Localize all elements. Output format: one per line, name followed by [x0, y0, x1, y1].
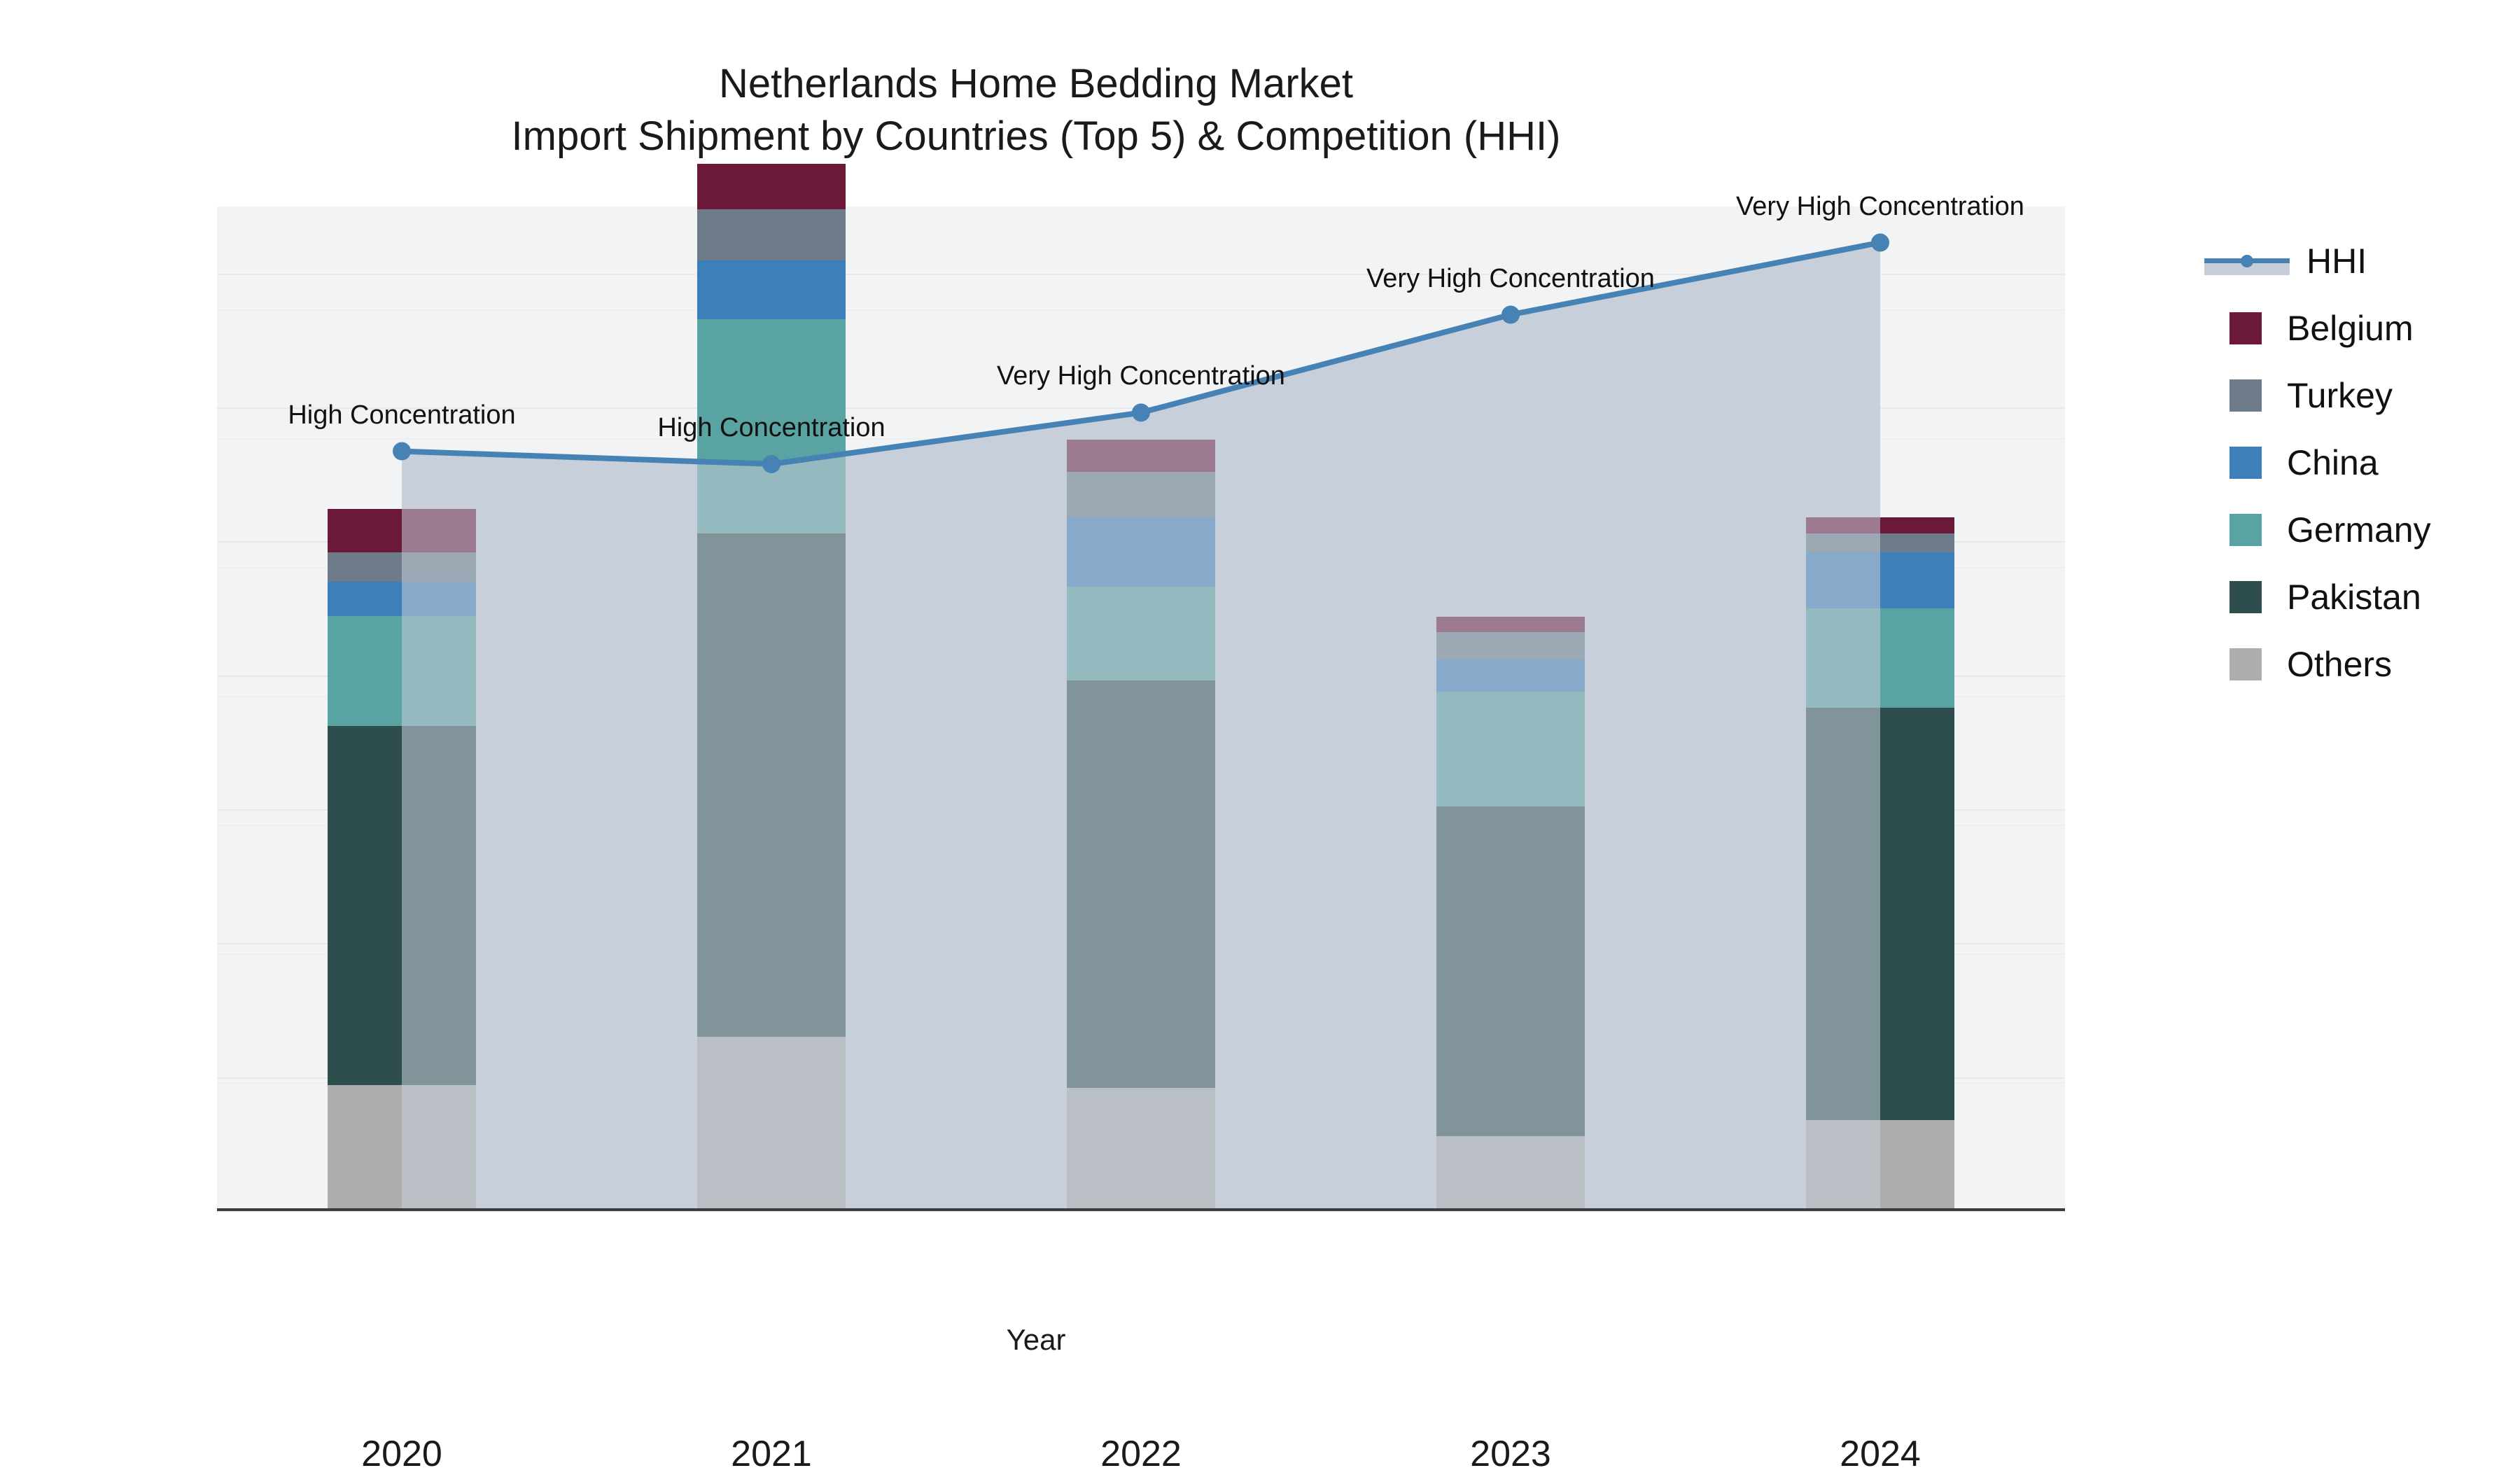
- bar-segment[interactable]: [697, 260, 846, 319]
- bar-segment[interactable]: [328, 509, 476, 552]
- bar-segment[interactable]: [1806, 707, 1954, 1120]
- legend-item[interactable]: HHI: [2202, 228, 2502, 295]
- bar-segment[interactable]: [1806, 552, 1954, 608]
- hhi-annotation: High Concentration: [288, 400, 516, 430]
- legend-line-dot: [2241, 255, 2253, 267]
- bar-segment[interactable]: [697, 1037, 846, 1211]
- legend-line-marker: [2204, 247, 2290, 275]
- x-axis-line: [217, 1208, 2065, 1211]
- bar-segment[interactable]: [1436, 691, 1585, 807]
- bar-segment[interactable]: [1067, 439, 1215, 472]
- bar-segment[interactable]: [328, 726, 476, 1086]
- legend-item[interactable]: Germany: [2202, 496, 2502, 564]
- bar-segment[interactable]: [328, 616, 476, 727]
- bar-segment[interactable]: [697, 209, 846, 260]
- bar-segment[interactable]: [1067, 1087, 1215, 1211]
- legend-label: China: [2287, 443, 2379, 482]
- x-axis-label: Year: [1006, 1323, 1066, 1356]
- legend-swatch: [2230, 514, 2262, 546]
- bar-segment[interactable]: [1436, 659, 1585, 692]
- bar-segment[interactable]: [1806, 517, 1954, 533]
- legend-item[interactable]: Belgium: [2202, 295, 2502, 362]
- bar-segment[interactable]: [1067, 587, 1215, 681]
- chart-root: Netherlands Home Bedding Market Import S…: [217, 61, 2502, 1474]
- legend-swatch: [2230, 379, 2262, 412]
- bar-stack[interactable]: [1436, 207, 1585, 1211]
- plot-area: High Concentration High Concentration Very…: [217, 163, 2065, 1474]
- hhi-annotation: Very High Concentration: [1366, 263, 1655, 293]
- legend-label: Germany: [2287, 510, 2431, 550]
- bar-segment[interactable]: [1806, 608, 1954, 708]
- legend-swatch: [2230, 648, 2262, 680]
- plot-inner: High Concentration High Concentration Very…: [217, 163, 2065, 1212]
- bar-segment[interactable]: [328, 552, 476, 582]
- bar-stack[interactable]: [1067, 207, 1215, 1211]
- legend-label: Belgium: [2287, 309, 2414, 348]
- hhi-annotation: High Concentration: [657, 412, 886, 442]
- legend-item[interactable]: Others: [2202, 631, 2502, 698]
- bar-segment[interactable]: [1436, 806, 1585, 1136]
- bar-segment[interactable]: [1436, 1135, 1585, 1211]
- gridline-right: [217, 1211, 2065, 1212]
- legend: HHI Belgium Turkey China Germany Pakistan Othe…: [2202, 228, 2502, 698]
- bar-segment[interactable]: [1436, 632, 1585, 659]
- legend-area-band: [2204, 260, 2290, 275]
- legend-label: Pakistan: [2287, 578, 2421, 617]
- x-axis-tick: 2020: [361, 1434, 442, 1474]
- bar-segment[interactable]: [328, 1085, 476, 1211]
- x-axis-tick: 2022: [1100, 1434, 1182, 1474]
- legend-swatch: [2230, 312, 2262, 344]
- bar-stack[interactable]: [328, 207, 476, 1211]
- legend-item[interactable]: Turkey: [2202, 362, 2502, 429]
- x-axis-tick: 2021: [731, 1434, 812, 1474]
- bar-stack[interactable]: [1806, 207, 1954, 1211]
- legend-label: Others: [2287, 645, 2393, 684]
- bar-segment[interactable]: [697, 533, 846, 1037]
- hhi-annotation: Very High Concentration: [997, 361, 1285, 391]
- hhi-annotation: Very High Concentration: [1736, 191, 2024, 221]
- bar-segment[interactable]: [1067, 517, 1215, 587]
- bar-segment[interactable]: [1806, 1119, 1954, 1211]
- bar-segment[interactable]: [1067, 471, 1215, 517]
- legend-item[interactable]: China: [2202, 429, 2502, 496]
- bar-segment[interactable]: [1806, 533, 1954, 552]
- bar-segment[interactable]: [697, 163, 846, 209]
- legend-label: Turkey: [2287, 376, 2393, 415]
- bar-segment[interactable]: [1067, 680, 1215, 1088]
- bar-stack[interactable]: [697, 163, 846, 1211]
- legend-item[interactable]: Pakistan: [2202, 564, 2502, 631]
- chart-title: Netherlands Home Bedding Market Import S…: [511, 61, 1561, 160]
- x-axis-tick: 2024: [1840, 1434, 1921, 1474]
- bar-segment[interactable]: [1436, 616, 1585, 633]
- legend-label: HHI: [2306, 242, 2367, 281]
- legend-swatch: [2230, 581, 2262, 613]
- legend-swatch: [2230, 447, 2262, 479]
- x-axis-tick: 2023: [1470, 1434, 1551, 1474]
- bar-segment[interactable]: [328, 581, 476, 617]
